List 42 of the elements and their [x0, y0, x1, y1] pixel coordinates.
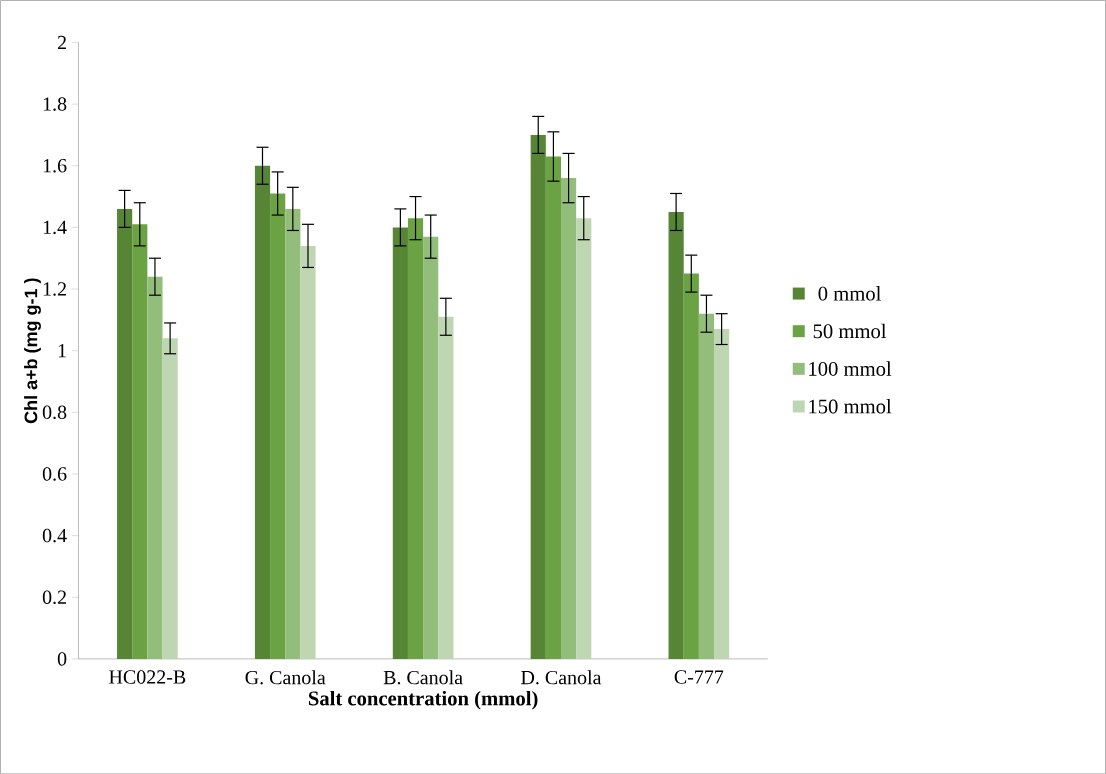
- y-tick-label: 0.6: [42, 467, 67, 481]
- y-tick-label: 1.4: [43, 220, 67, 234]
- bar: [576, 218, 592, 659]
- x-axis-title: Salt concentration (mmol): [308, 690, 538, 710]
- y-axis-title: Chl a+b (mg g-1 ): [24, 278, 41, 423]
- y-tick-label: 2: [57, 35, 66, 49]
- x-tick-label: G. Canola: [245, 670, 326, 685]
- x-tick-label: D. Canola: [521, 670, 602, 685]
- bar: [407, 218, 424, 659]
- bar: [147, 276, 163, 659]
- bar: [392, 227, 408, 659]
- x-tick-label: HC022-B: [109, 670, 186, 684]
- bar: [270, 193, 286, 659]
- legend-label: 0 mmol: [818, 285, 881, 301]
- bar: [438, 316, 454, 659]
- y-tick-label: 0.8: [42, 405, 67, 419]
- bar: [300, 245, 316, 659]
- bar: [117, 208, 133, 659]
- y-tick-label: 1: [58, 343, 66, 358]
- legend-label: 50 mmol: [813, 323, 887, 339]
- bar: [423, 236, 439, 659]
- bar: [162, 338, 178, 659]
- bar: [530, 134, 546, 659]
- y-tick-label: 1.8: [43, 97, 67, 111]
- bar: [714, 328, 730, 659]
- bar: [561, 177, 577, 659]
- x-tick-label: B. Canola: [383, 670, 463, 685]
- y-tick-label: 1.2: [43, 282, 66, 296]
- x-tick-label: C-777: [674, 670, 724, 684]
- bar: [668, 211, 684, 659]
- bar: [254, 165, 271, 659]
- y-tick-label: 1.6: [43, 158, 67, 173]
- legend-label: 100 mmol: [809, 361, 892, 376]
- y-tick-label: 0: [57, 652, 67, 666]
- bar: [545, 156, 561, 659]
- y-tick-label: 0.2: [42, 590, 66, 604]
- bar: [285, 208, 301, 659]
- bar: [698, 313, 715, 659]
- bar: [683, 273, 699, 659]
- legend-label: 150 mmol: [809, 398, 892, 414]
- bar: [132, 224, 148, 659]
- y-tick-label: 0.4: [42, 528, 67, 543]
